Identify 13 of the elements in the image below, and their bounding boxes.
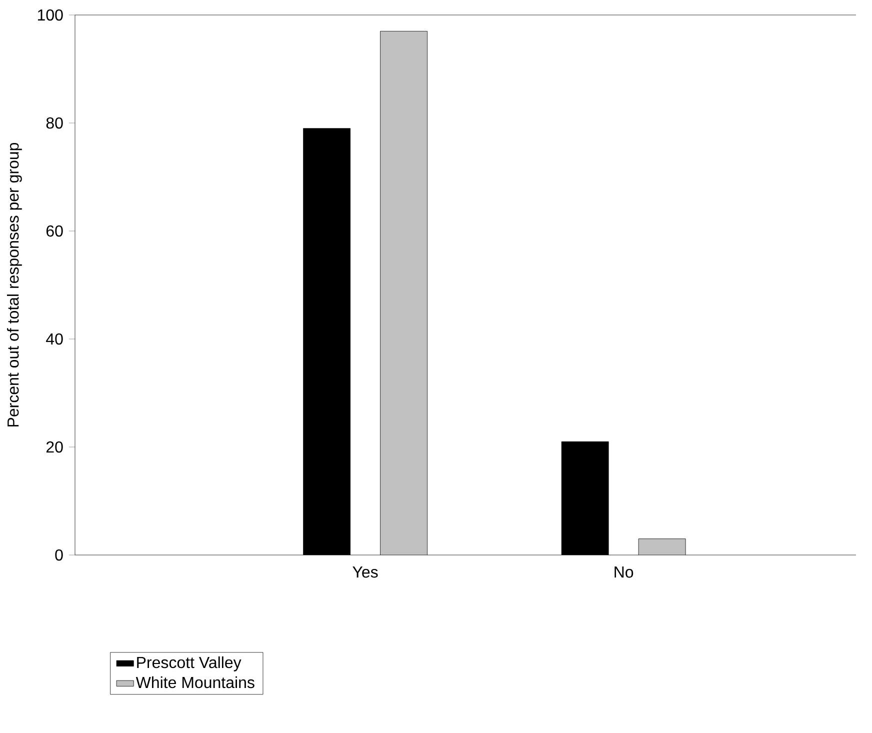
y-tick-label: 20 — [46, 441, 63, 453]
y-tick-label: 0 — [55, 549, 63, 561]
y-tick-label: 100 — [38, 9, 63, 21]
x-tick-label: No — [614, 566, 634, 578]
legend-label: White Mountains — [136, 676, 254, 688]
y-axis-title: Percent out of total responses per group — [6, 142, 22, 426]
bar — [638, 538, 686, 555]
y-tick-label: 80 — [46, 117, 63, 129]
bar — [380, 31, 428, 555]
y-tick-label: 40 — [46, 333, 63, 345]
y-tick-label: 60 — [46, 225, 63, 237]
x-tick-label: Yes — [352, 566, 378, 578]
legend-label: Prescott Valley — [137, 656, 242, 672]
